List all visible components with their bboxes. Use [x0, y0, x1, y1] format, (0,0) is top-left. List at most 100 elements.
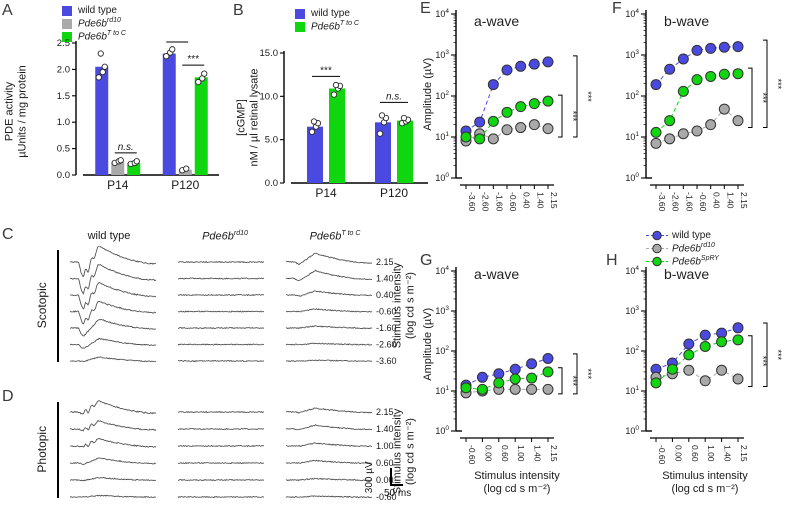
legend-label: Pde6bT to C: [78, 30, 126, 43]
erg-trace: [69, 438, 157, 448]
svg-text:-1.60: -1.60: [376, 323, 397, 333]
svg-text:***: ***: [583, 91, 593, 102]
svg-text:-3.60: -3.60: [376, 356, 397, 366]
legend-panel-a: wild type Pde6brd10 Pde6bT to C: [62, 4, 126, 43]
panel-f-title: b-wave: [664, 13, 710, 29]
panel-letter-e: E: [420, 0, 431, 17]
erg-trace: [177, 410, 265, 414]
legend-swatch: [62, 31, 72, 42]
svg-text:***: ***: [758, 93, 768, 104]
legend-swatch: [295, 8, 305, 19]
scatter-chart-H: 100 101 102 103 104 -0.60 0.00 0.60 1.00 1.40 2.15…: [625, 265, 783, 465]
svg-text:104: 104: [625, 8, 639, 19]
panel-h-title: b-wave: [664, 266, 710, 282]
erg-trace: [285, 477, 373, 482]
svg-text:P120: P120: [171, 178, 199, 192]
svg-text:n.s.: n.s.: [386, 91, 402, 102]
svg-text:103: 103: [625, 305, 639, 316]
legend-marker-circle: [646, 243, 668, 254]
erg-trace: [177, 293, 265, 297]
svg-text:104: 104: [625, 265, 639, 276]
erg-trace: [285, 407, 373, 414]
legend-panels-efgh: wild type Pde6brd10 Pde6bSpRY: [646, 229, 719, 268]
erg-trace: [285, 442, 373, 448]
panel-d-traces: 2.15 1.40 1.00 0.60 0.00 -0.60: [69, 400, 397, 502]
erg-trace: [177, 277, 265, 280]
svg-text:1.40: 1.40: [723, 445, 733, 462]
svg-text:***: ***: [583, 369, 593, 380]
scatter-chart-G: 100 101 102 103 104 -0.60 0.00 0.60 1.00 1.40 2.15…: [435, 265, 593, 465]
svg-text:10.0: 10.0: [260, 91, 279, 102]
scatter-series-0: [650, 41, 744, 91]
panel-h-xlabel-line1: Stimulus intensity: [662, 470, 748, 482]
svg-text:2.5: 2.5: [57, 38, 70, 49]
legend-item: Pde6brd10: [646, 242, 719, 255]
erg-trace: [177, 495, 265, 499]
svg-text:2.15: 2.15: [739, 445, 749, 462]
svg-text:1.40: 1.40: [533, 445, 543, 462]
erg-trace: [285, 423, 372, 431]
svg-text:102: 102: [625, 345, 639, 356]
panel-letter-a: A: [2, 2, 13, 19]
svg-text:-1.60: -1.60: [494, 192, 504, 212]
svg-text:1.40: 1.40: [376, 274, 394, 284]
erg-trace: [69, 356, 157, 363]
panel-g-title: a-wave: [474, 266, 520, 282]
svg-text:-0.60: -0.60: [467, 445, 477, 465]
svg-text:0.60: 0.60: [500, 445, 510, 462]
svg-text:2.15: 2.15: [549, 445, 559, 462]
svg-text:103: 103: [625, 49, 639, 60]
erg-trace-grid: 2.15 1.40 1.00 0.60 0.00 -0.60: [69, 400, 397, 502]
legend-swatch: [295, 21, 305, 32]
svg-text:100: 100: [625, 425, 639, 436]
scatter-series-2: [460, 95, 554, 145]
svg-text:2.15: 2.15: [549, 192, 559, 209]
erg-trace: [69, 419, 157, 432]
svg-text:P120: P120: [380, 186, 408, 200]
legend-item: wild type: [62, 4, 126, 17]
svg-text:0.00: 0.00: [673, 445, 683, 462]
svg-text:-3.60: -3.60: [657, 192, 667, 212]
svg-text:1.40: 1.40: [376, 424, 394, 434]
svg-text:-0.60: -0.60: [508, 192, 518, 212]
svg-text:-1.60: -1.60: [684, 192, 694, 212]
svg-text:P14: P14: [315, 186, 337, 200]
svg-text:-0.60: -0.60: [376, 307, 397, 317]
bar-chart-B: 0.0 5.0 10.0 15.0 P14 P120 *** n.s.: [260, 48, 428, 200]
svg-text:101: 101: [435, 131, 449, 142]
erg-trace: [69, 264, 157, 296]
svg-text:1.40: 1.40: [535, 192, 545, 209]
legend-label: wild type: [311, 8, 350, 19]
erg-trace: [285, 252, 373, 266]
panel-d-side-label: Photopic: [34, 425, 49, 473]
legend-item: wild type: [646, 229, 719, 242]
svg-text:0.40: 0.40: [522, 192, 532, 209]
scatter-series-0: [460, 352, 554, 391]
legend-swatch: [62, 18, 72, 29]
panel-c-group-bracket: [57, 250, 59, 362]
panel-c-header-rd10: Pde6brd10: [202, 230, 248, 243]
svg-text:1.40: 1.40: [725, 192, 735, 209]
svg-text:1.0: 1.0: [57, 117, 70, 128]
svg-text:1.00: 1.00: [376, 441, 394, 451]
svg-text:-0.60: -0.60: [698, 192, 708, 212]
svg-text:***: ***: [171, 36, 183, 42]
svg-text:100: 100: [625, 172, 639, 183]
svg-text:103: 103: [435, 49, 449, 60]
panel-a-ylabel-line1: PDE activity: [3, 81, 16, 142]
panel-a-bar-chart: 0.0 0.5 1.0 1.5 2.0 2.5 P14 P120 n.s. *** ***: [57, 36, 219, 192]
erg-trace: [69, 494, 157, 499]
svg-text:1.00: 1.00: [516, 445, 526, 462]
erg-trace: [69, 400, 157, 415]
panel-g-xlabel-line1: Stimulus intensity: [474, 470, 560, 482]
scatter-chart-F: 100 101 102 103 104 -3.60 -2.60 -1.60 -0.60 0.40 1…: [625, 8, 783, 212]
svg-text:104: 104: [435, 265, 449, 276]
svg-text:-2.60: -2.60: [671, 192, 681, 212]
panel-a-y-axis-label: PDE activity µUnits / mg protein: [4, 37, 29, 187]
svg-text:2.15: 2.15: [376, 257, 394, 267]
svg-text:0.60: 0.60: [690, 445, 700, 462]
erg-trace: [69, 337, 157, 349]
svg-text:***: ***: [773, 349, 783, 360]
bar-series-0: [307, 112, 391, 183]
panel-b-ylabel-line1: [cGMP]: [235, 99, 248, 136]
